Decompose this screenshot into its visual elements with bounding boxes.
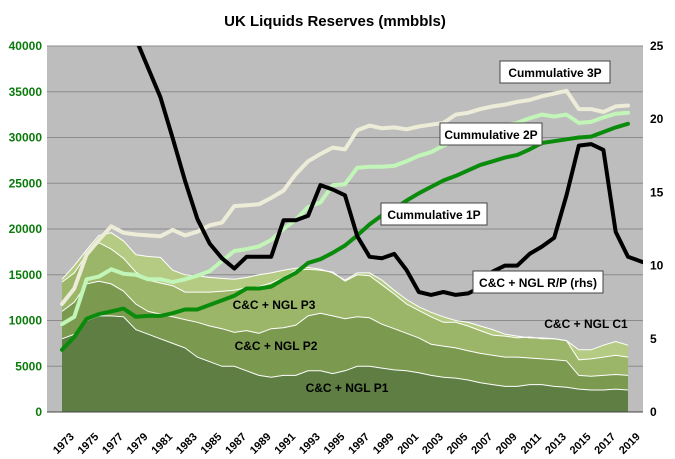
x-tick-1975: 1975 [76,431,102,457]
line-cummulative-2p [60,110,630,327]
x-tick-2003: 2003 [420,431,446,457]
label-box-rp [472,270,604,294]
annotation-cumulative-2p: Cummulative 2P [444,128,537,142]
x-tick-2009: 2009 [494,431,520,457]
left-tick-10000: 10000 [9,314,43,328]
annotation-p2: C&C + NGL P2 [235,339,318,353]
x-tick-1985: 1985 [199,431,225,457]
x-tick-1973: 1973 [51,431,77,457]
x-tick-1987: 1987 [223,431,249,457]
left-y-tick-labels: 0 5000 10000 15000 20000 25000 30000 35000 40000 [9,39,43,419]
annotation-p3: C&C + NGL P3 [233,298,316,312]
x-tick-2011: 2011 [519,431,544,456]
left-tick-25000: 25000 [9,176,43,190]
right-tick-20: 20 [650,112,664,126]
x-tick-1983: 1983 [174,431,200,457]
line-c-c-ngl-r-p-rhs [136,46,643,297]
left-tick-35000: 35000 [9,85,43,99]
x-tick-2013: 2013 [543,431,569,457]
x-tick-1979: 1979 [125,431,151,457]
x-tick-1993: 1993 [297,431,323,457]
annotation-rp-ratio: C&C + NGL R/P (rhs) [479,276,597,290]
x-tick-1997: 1997 [346,431,372,457]
x-tick-1999: 1999 [371,431,397,457]
annotation-cumulative-3p: Cummulative 3P [508,66,601,80]
right-tick-5: 5 [650,332,657,346]
line-cummulative-1p [60,121,630,352]
left-tick-0: 0 [35,405,42,419]
x-tick-1995: 1995 [322,431,348,457]
area-series [62,232,628,412]
x-tick-1991: 1991 [272,431,298,457]
x-tick-2005: 2005 [445,431,471,457]
annotation-p1: C&C + NGL P1 [306,381,389,395]
right-tick-25: 25 [650,39,664,53]
right-tick-0: 0 [650,405,657,419]
chart-title: UK Liquids Reserves (mmbbls) [224,13,446,30]
right-y-tick-labels: 0 5 10 15 20 25 [650,39,664,419]
x-tick-1981: 1981 [149,431,175,457]
x-tick-2001: 2001 [396,431,422,457]
x-tick-2007: 2007 [469,431,495,457]
left-tick-5000: 5000 [15,359,42,373]
annotation-c1: C&C + NGL C1 [544,317,628,331]
line-cummulative-3p [60,88,630,306]
x-tick-labels: 1973197519771979198119831985198719891991… [51,431,643,457]
area-edge-c-c-ngl-p1 [61,315,629,391]
left-tick-20000: 20000 [9,222,43,236]
line-series [60,46,643,352]
x-tick-1989: 1989 [248,431,274,457]
x-tick-2017: 2017 [592,431,618,457]
x-tick-1977: 1977 [100,431,126,457]
label-box-1p [380,202,488,226]
x-tick-2015: 2015 [568,431,594,457]
area-edge-c-c-ngl-p2 [61,280,629,377]
left-tick-15000: 15000 [9,268,43,282]
area-edges [61,232,629,391]
annotation-cumulative-1p: Cummulative 1P [387,208,480,222]
x-tick-2019: 2019 [617,431,643,457]
left-tick-40000: 40000 [9,39,43,53]
area-edge-c-c-ngl-c1 [61,232,629,351]
right-tick-10: 10 [650,259,664,273]
left-tick-30000: 30000 [9,131,43,145]
label-box-3p [499,60,611,84]
label-box-2p [439,122,543,146]
area-c-c-ngl-p1 [62,315,628,412]
right-tick-15: 15 [650,185,664,199]
